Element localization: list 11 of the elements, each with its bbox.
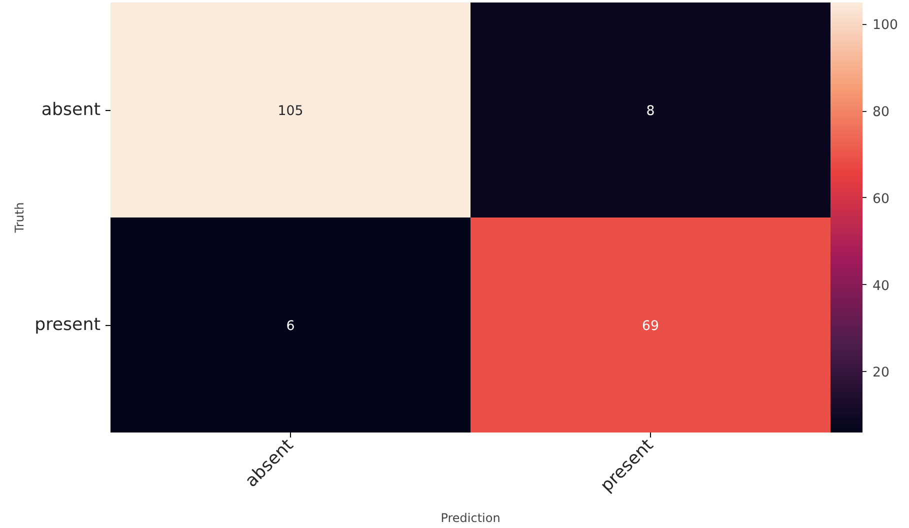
data-label: 6 [286,319,295,334]
color-bar-label: 100 [872,18,898,34]
color-bar-label: 80 [872,105,890,120]
data-label: 105 [278,104,304,119]
x-axis-title: Prediction [440,511,500,526]
y-axis-title: Truth [12,202,27,234]
color-bar-label: 20 [872,366,890,381]
color-bar-label: 40 [872,278,890,294]
data-label: 69 [642,319,659,334]
data-label: 8 [646,104,655,119]
color-bar-label: 60 [872,192,890,207]
